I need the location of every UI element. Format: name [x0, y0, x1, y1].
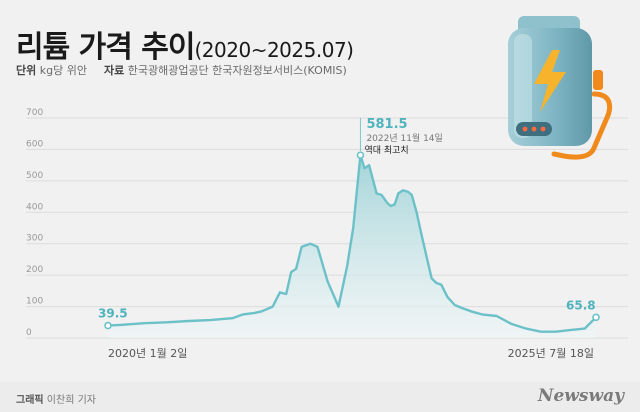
battery-lightning-icon — [508, 16, 613, 160]
page-title: 리튬 가격 추이(2020~2025.07) — [16, 22, 354, 66]
y-tick-label: 400 — [26, 202, 43, 212]
y-tick-label: 700 — [26, 108, 43, 118]
y-tick-label: 600 — [26, 139, 43, 149]
y-tick-label: 100 — [26, 297, 43, 307]
source-label: 자료 — [103, 64, 125, 77]
title-sub: (2020~2025.07) — [194, 38, 354, 62]
credit: 그래픽 이찬희 기자 — [16, 391, 96, 406]
peak-date-label: 2022년 11월 14일 — [366, 132, 442, 144]
y-axis-ticks: 0 100 200 300 400 500 600 700 — [26, 108, 43, 338]
x-axis-ticks: 2020년 1월 2일 2025년 7월 18일 — [108, 346, 594, 360]
y-tick-label: 300 — [26, 234, 43, 244]
footer: 그래픽 이찬희 기자 Newsway — [0, 382, 640, 412]
price-line — [107, 154, 597, 333]
peak-value-label: 581.5 — [366, 117, 407, 132]
credit-value: 이찬희 기자 — [46, 395, 96, 406]
x-tick-label: 2025년 7월 18일 — [508, 346, 594, 360]
data-point-marker — [356, 151, 365, 160]
unit-value: kg당 위안 — [39, 64, 87, 77]
data-point-marker — [104, 321, 112, 330]
source-value: 한국광해광업공단 한국자원정보서비스(KOMIS) — [127, 64, 347, 77]
credit-label: 그래픽 — [16, 395, 44, 406]
end-value-label: 65.8 — [566, 298, 596, 312]
y-tick-label: 0 — [26, 328, 32, 338]
unit-label: 단위 — [16, 64, 37, 77]
y-tick-label: 500 — [26, 171, 43, 181]
peak-note-label: 역대 최고치 — [364, 144, 408, 156]
brand-logo: Newsway — [537, 386, 624, 406]
y-tick-label: 200 — [26, 265, 43, 275]
x-tick-label: 2020년 1월 2일 — [108, 346, 187, 360]
start-value-label: 39.5 — [98, 307, 128, 321]
chart-meta: 단위 kg당 위안 자료 한국광해광업공단 한국자원정보서비스(KOMIS) — [16, 62, 347, 78]
title-main: 리튬 가격 추이 — [16, 30, 195, 65]
data-point-marker — [592, 313, 600, 322]
price-area — [108, 155, 596, 338]
